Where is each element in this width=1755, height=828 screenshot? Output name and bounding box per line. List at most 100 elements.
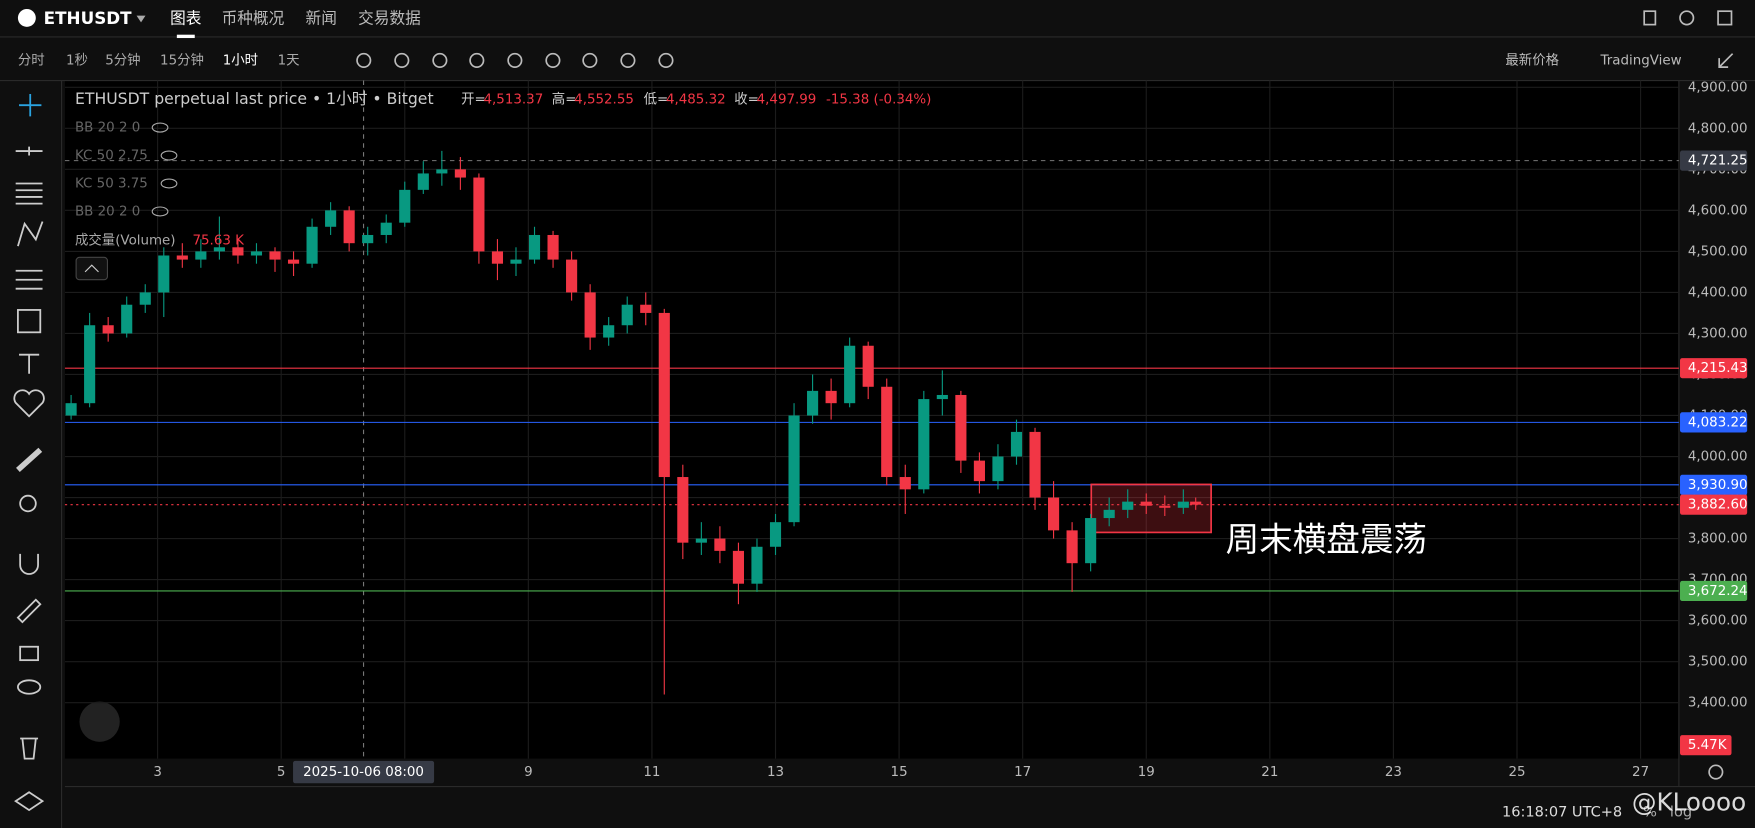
fib-tool[interactable] xyxy=(15,182,43,205)
line-tool[interactable] xyxy=(15,146,43,156)
snapshot-icon[interactable] xyxy=(469,52,485,68)
replay-icon[interactable] xyxy=(545,52,561,68)
visibility-tool[interactable] xyxy=(17,679,42,695)
candle-body xyxy=(621,304,633,326)
log-toggle[interactable]: log xyxy=(1670,804,1692,820)
settings-icon[interactable] xyxy=(1717,10,1733,26)
chart-pane xyxy=(64,80,1679,759)
volume-badge xyxy=(1680,735,1732,756)
interval-button[interactable]: 15分钟 xyxy=(160,51,204,68)
text-tool[interactable] xyxy=(19,353,40,374)
price-badge xyxy=(1680,358,1748,379)
hidden-eye-icon[interactable] xyxy=(160,178,178,189)
y-tick-label: 4,500.00 xyxy=(1688,244,1748,259)
candle-body xyxy=(825,390,837,404)
interval-button[interactable]: 5分钟 xyxy=(105,51,140,68)
price-badge-label: 4,721.25 xyxy=(1688,154,1748,169)
candle-body xyxy=(380,222,392,235)
ohlc-label: 收= xyxy=(734,92,759,108)
symbol[interactable]: ETHUSDT xyxy=(44,8,133,28)
candle-body xyxy=(417,173,429,190)
interval-button[interactable]: 1小时 xyxy=(223,52,258,68)
indicator-name: BB 20 2 0 xyxy=(75,204,140,219)
candle-body xyxy=(936,394,948,400)
chart-type-icon[interactable] xyxy=(394,52,410,68)
alarm-icon[interactable] xyxy=(507,52,523,68)
candle-body xyxy=(139,292,151,305)
shape-tool[interactable] xyxy=(17,309,42,334)
ohlc-label: 低= xyxy=(644,92,669,108)
top-toolbar-icons xyxy=(356,10,1734,780)
layers-tool[interactable] xyxy=(14,791,45,812)
notes-icon[interactable] xyxy=(1643,10,1657,26)
hidden-eye-icon[interactable] xyxy=(151,206,169,217)
collapse-button[interactable] xyxy=(75,256,109,281)
tab[interactable]: 图表 xyxy=(170,9,202,28)
candle-body xyxy=(1190,501,1202,505)
candle-body xyxy=(399,189,411,223)
candle-body xyxy=(1103,509,1115,519)
candle-body xyxy=(1177,501,1189,508)
legend-title: ETHUSDT perpetual last price • 1小时 • Bit… xyxy=(75,89,434,108)
ohlc-value: 4,485.32 xyxy=(666,93,726,108)
percent-toggle[interactable]: % xyxy=(1643,804,1657,820)
interval-button[interactable]: 分时 xyxy=(18,52,45,68)
interval-button[interactable]: 1秒 xyxy=(66,52,88,68)
x-tick-label: 21 xyxy=(1261,765,1278,780)
x-tick-label: 15 xyxy=(891,765,908,780)
projection-tool[interactable] xyxy=(15,269,43,290)
legend-change: -15.38 (-0.34%) xyxy=(826,93,931,108)
candle-body xyxy=(658,312,670,478)
candle-body xyxy=(732,550,744,584)
gear-icon[interactable] xyxy=(658,52,674,68)
candle-body xyxy=(213,247,225,252)
add-icon[interactable] xyxy=(620,52,636,68)
candle-body xyxy=(102,325,114,334)
indicator-icon[interactable] xyxy=(356,52,372,68)
range-box xyxy=(1090,483,1212,534)
dropdown-icon[interactable] xyxy=(136,15,146,23)
zoom-tool[interactable] xyxy=(19,494,37,513)
candle-body xyxy=(1010,431,1023,457)
ruler-tool[interactable] xyxy=(16,447,43,473)
price-badge-label: 3,930.90 xyxy=(1688,478,1748,493)
candle-body xyxy=(1066,530,1078,564)
candle-body xyxy=(862,345,874,387)
x-tick-label: 23 xyxy=(1385,765,1402,780)
tab[interactable]: 币种概况 xyxy=(222,9,285,28)
lock-draw-tool[interactable] xyxy=(16,598,42,624)
delete-tool[interactable] xyxy=(20,737,39,760)
x-tick-label: 5 xyxy=(277,765,286,780)
tab[interactable]: 新闻 xyxy=(306,9,337,28)
x-tick-label: 19 xyxy=(1138,765,1155,780)
lock-tool[interactable] xyxy=(19,645,39,662)
candle-body xyxy=(158,255,170,293)
interval-button[interactable]: 1天 xyxy=(278,53,300,68)
favorites-tool[interactable] xyxy=(13,389,45,418)
crosshair-tool[interactable] xyxy=(19,93,42,117)
hidden-eye-icon[interactable] xyxy=(160,150,178,161)
candle-body xyxy=(121,304,133,334)
tab[interactable]: 交易数据 xyxy=(358,9,421,28)
hidden-eye-icon[interactable] xyxy=(151,122,169,133)
axis-settings-icon[interactable] xyxy=(1708,764,1724,780)
plot xyxy=(64,80,1679,759)
fullscreen-icon[interactable] xyxy=(1718,53,1734,68)
calendar-icon[interactable] xyxy=(582,52,598,68)
volume-name: 成交量(Volume) xyxy=(75,232,176,249)
time-badge xyxy=(293,760,435,784)
candle-body xyxy=(84,325,96,404)
template-icon[interactable] xyxy=(432,52,448,68)
magnet-tool[interactable] xyxy=(19,553,39,575)
indicator-name: KC 50 2.75 xyxy=(75,149,148,164)
price-source[interactable]: 最新价格 xyxy=(1505,52,1559,68)
alert-icon[interactable] xyxy=(1679,10,1695,26)
y-tick-label: 4,900.00 xyxy=(1688,80,1748,95)
clock: 16:18:07 UTC+8 xyxy=(1502,804,1622,820)
candle-body xyxy=(510,259,522,264)
candle-body xyxy=(306,226,318,264)
pattern-tool[interactable] xyxy=(17,221,44,247)
ohlc-value: 4,497.99 xyxy=(757,93,817,108)
theme-select[interactable]: TradingView xyxy=(1600,53,1682,68)
